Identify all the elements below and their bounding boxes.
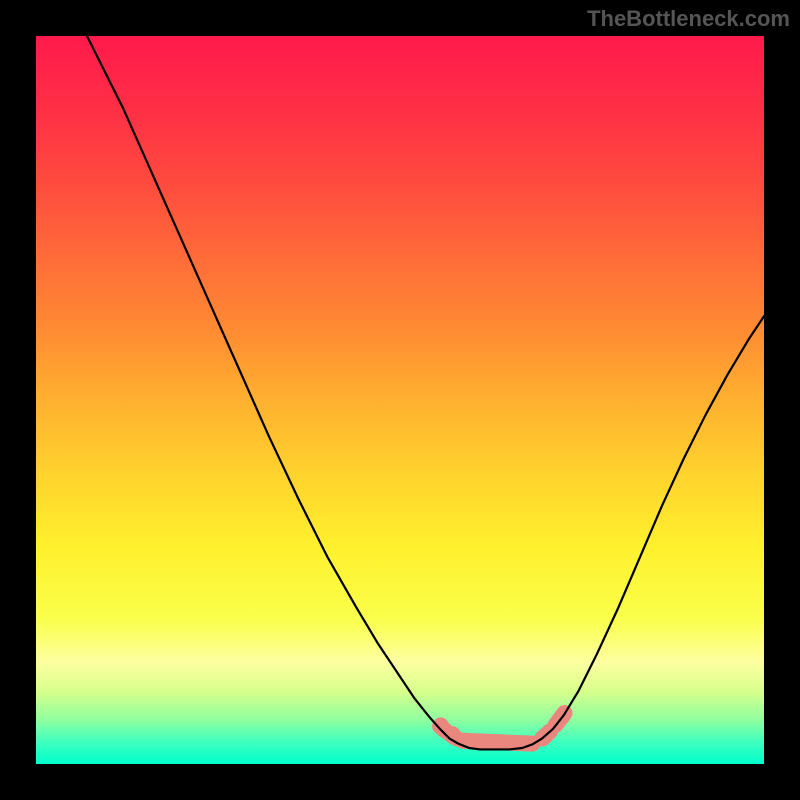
bottom-blob-group — [433, 709, 570, 748]
stage: TheBottleneck.com — [0, 0, 800, 800]
watermark-text: TheBottleneck.com — [587, 6, 790, 32]
curve-layer — [36, 36, 764, 764]
blob-segment — [463, 741, 533, 744]
bottleneck-curve — [87, 36, 764, 749]
plot-area — [36, 36, 764, 764]
